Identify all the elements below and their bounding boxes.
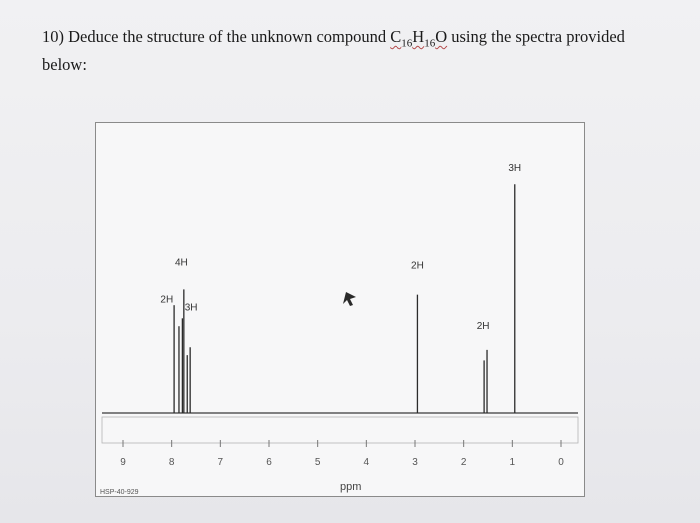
x-tick-label: 5	[315, 457, 321, 468]
spectrum-code: HSP-40-929	[100, 489, 139, 496]
x-tick-label: 6	[266, 457, 272, 468]
integration-label: 2H	[411, 260, 424, 271]
axis-strip	[101, 416, 579, 444]
x-tick-label: 0	[558, 457, 564, 468]
question-suffix: using the spectra provided below:	[42, 27, 625, 75]
integration-label: 2H	[160, 295, 173, 306]
question-prefix: 10) Deduce the structure of the unknown …	[42, 27, 391, 46]
x-tick-label: 8	[169, 457, 175, 468]
x-tick-label: 7	[218, 457, 224, 468]
x-tick-label: 2	[461, 457, 467, 468]
x-tick-label: 9	[120, 457, 126, 468]
x-tick-label: 3	[412, 457, 418, 468]
x-tick-label: 1	[510, 457, 516, 468]
x-axis-title: ppm	[340, 481, 361, 493]
integration-label: 2H	[477, 321, 490, 332]
integration-label: 4H	[175, 258, 188, 269]
cursor-arrow-icon	[343, 292, 356, 306]
molecular-formula: C16H16O	[390, 27, 448, 50]
integration-label: 3H	[508, 163, 521, 174]
question-text: 10) Deduce the structure of the unknown …	[42, 26, 662, 75]
x-tick-label: 4	[364, 457, 370, 468]
integration-label: 3H	[185, 302, 198, 313]
nmr-spectrum-frame	[95, 122, 585, 497]
